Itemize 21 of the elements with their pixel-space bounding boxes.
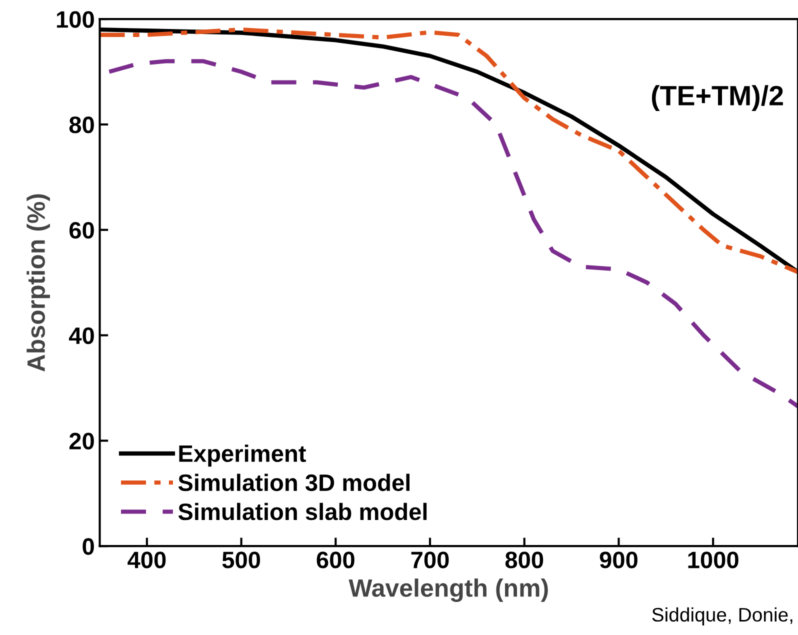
legend-label: Simulation slab model <box>178 502 427 520</box>
y-tick-label: 40 <box>68 327 94 344</box>
x-tick-label: 700 <box>411 552 449 568</box>
y-tick-label: 80 <box>69 116 94 134</box>
x-axis-title: Wavelength (nm) <box>348 578 548 602</box>
line-series <box>107 59 798 409</box>
x-tick-label: 600 <box>316 552 354 568</box>
y-tick-label: 60 <box>69 222 94 239</box>
x-tick-label: 500 <box>222 552 260 568</box>
annotation: (TE+TM)/2 <box>652 85 783 112</box>
text: Siddique, Donie, <box>652 607 792 626</box>
legend-label: Experiment <box>179 444 306 467</box>
legend-label: Simulation 3D model <box>178 474 410 492</box>
x-tick-label: 400 <box>128 552 166 568</box>
y-tick-label: 100 <box>56 11 94 28</box>
x-tick-label: 800 <box>505 552 544 568</box>
y-axis-title: Absorption (%) <box>26 194 50 372</box>
x-tick-label: 900 <box>600 552 638 568</box>
x-tick-label: 1000 <box>688 552 738 568</box>
y-tick-label: 20 <box>69 432 94 450</box>
y-tick-label: 0 <box>82 538 94 555</box>
